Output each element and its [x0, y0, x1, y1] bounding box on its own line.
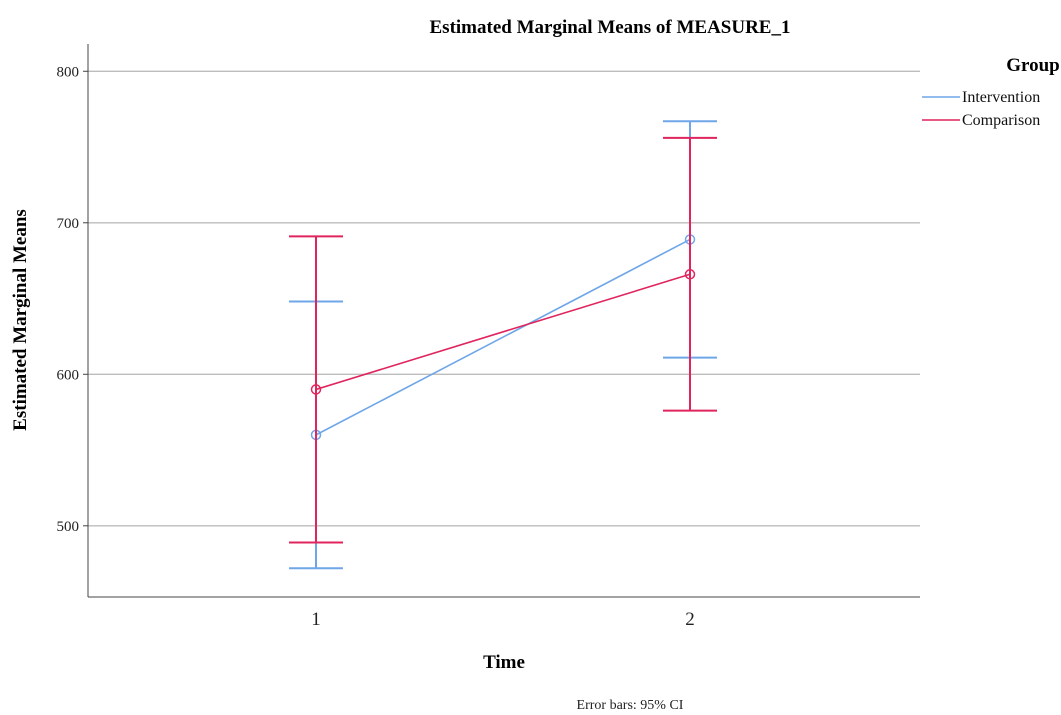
x-tick-label-1: 1 — [311, 609, 321, 630]
chart-title: Estimated Marginal Means of MEASURE_1 — [430, 17, 791, 38]
mean-point-comparison-1 — [310, 384, 322, 395]
y-tick-label-500: 500 — [57, 519, 80, 535]
gridlines — [88, 70, 920, 527]
mean-line-intervention — [315, 238, 691, 436]
y-axis-title: Estimated Marginal Means — [10, 209, 31, 431]
y-tick-label-700: 700 — [57, 216, 80, 232]
y-tick-label-600: 600 — [57, 367, 80, 383]
series-comparison — [289, 136, 717, 544]
series-intervention — [289, 120, 717, 570]
legend-title: Group — [1006, 55, 1060, 76]
y-tick-label-800: 800 — [57, 64, 80, 80]
mean-point-comparison-2 — [684, 269, 696, 280]
y-tick-labels: 500 600 700 800 — [57, 64, 88, 535]
series-layer — [289, 120, 717, 570]
legend-label-comparison: Comparison — [962, 112, 1040, 129]
legend: Intervention Comparison — [922, 89, 1040, 129]
x-axis-title: Time — [483, 652, 525, 673]
x-tick-label-2: 2 — [685, 609, 695, 630]
error-bars-note: Error bars: 95% CI — [577, 698, 684, 713]
legend-label-intervention: Intervention — [962, 89, 1040, 106]
mean-line-comparison — [315, 273, 691, 391]
